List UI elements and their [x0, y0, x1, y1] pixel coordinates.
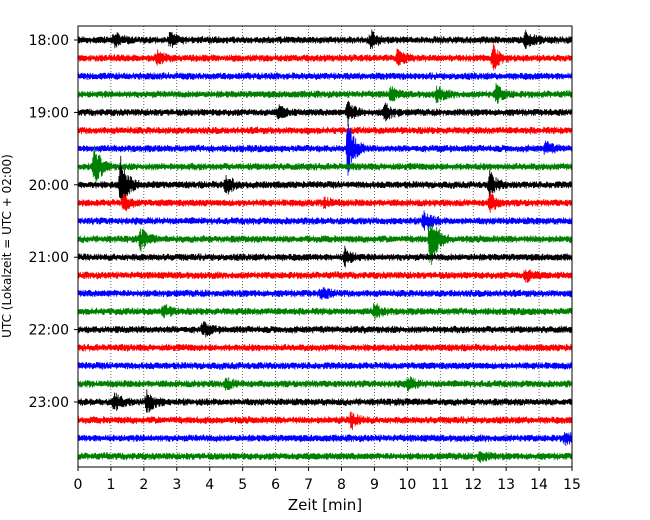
y-tick-label: 19:00 [29, 105, 69, 121]
x-tick-label: 7 [304, 477, 313, 493]
x-tick-label: 11 [431, 477, 449, 493]
trace-1830 [77, 72, 573, 81]
x-axis-ticks: 0 1 2 3 4 5 6 7 8 9 10 11 12 13 14 15 [74, 467, 581, 493]
y-axis-ticks: 18:00 19:00 20:00 21:00 22:00 23:00 [29, 33, 78, 411]
x-tick-label: 3 [172, 477, 181, 493]
x-tick-label: 15 [563, 477, 581, 493]
trace-1915 [77, 126, 573, 135]
trace-1800 [77, 29, 573, 50]
x-tick-label: 14 [530, 477, 548, 493]
trace-1900 [77, 100, 573, 127]
trace-2245 [77, 376, 573, 392]
trace-1845 [77, 82, 573, 104]
trace-2345 [77, 451, 573, 464]
trace-2045 [77, 224, 573, 265]
x-tick-label: 12 [464, 477, 482, 493]
x-tick-label: 6 [271, 477, 280, 493]
trace-2115 [77, 269, 573, 283]
x-tick-label: 5 [238, 477, 247, 493]
trace-2200 [77, 321, 573, 338]
trace-2145 [77, 303, 573, 321]
x-tick-label: 10 [398, 477, 416, 493]
trace-2000 [77, 155, 573, 208]
trace-2100 [77, 245, 573, 268]
trace-2230 [77, 361, 573, 370]
plot-frame [77, 25, 573, 468]
y-tick-label: 22:00 [29, 323, 69, 339]
x-axis-title: Zeit [min] [288, 496, 362, 514]
trace-1945 [77, 145, 573, 185]
trace-2330 [77, 432, 573, 447]
trace-1815 [77, 43, 573, 71]
trace-2030 [77, 210, 573, 231]
y-tick-label: 21:00 [29, 250, 69, 266]
trace-2130 [77, 287, 573, 300]
x-tick-label: 13 [497, 477, 515, 493]
x-tick-label: 9 [370, 477, 379, 493]
y-tick-label: 18:00 [29, 33, 69, 49]
trace-2315 [77, 411, 573, 430]
trace-2015 [77, 192, 573, 213]
x-tick-label: 4 [205, 477, 214, 493]
y-tick-label: 23:00 [29, 395, 69, 411]
x-tick-label: 0 [74, 477, 83, 493]
y-axis-title: UTC (Lokalzeit = UTC + 02:00) [0, 154, 14, 338]
trace-2300 [77, 389, 573, 413]
x-tick-label: 8 [337, 477, 346, 493]
seismogram-traces [77, 29, 573, 464]
y-tick-label: 20:00 [29, 178, 69, 194]
x-tick-label: 1 [106, 477, 115, 493]
trace-2215 [77, 343, 573, 352]
trace-1930 [77, 124, 573, 176]
x-tick-label: 2 [139, 477, 148, 493]
